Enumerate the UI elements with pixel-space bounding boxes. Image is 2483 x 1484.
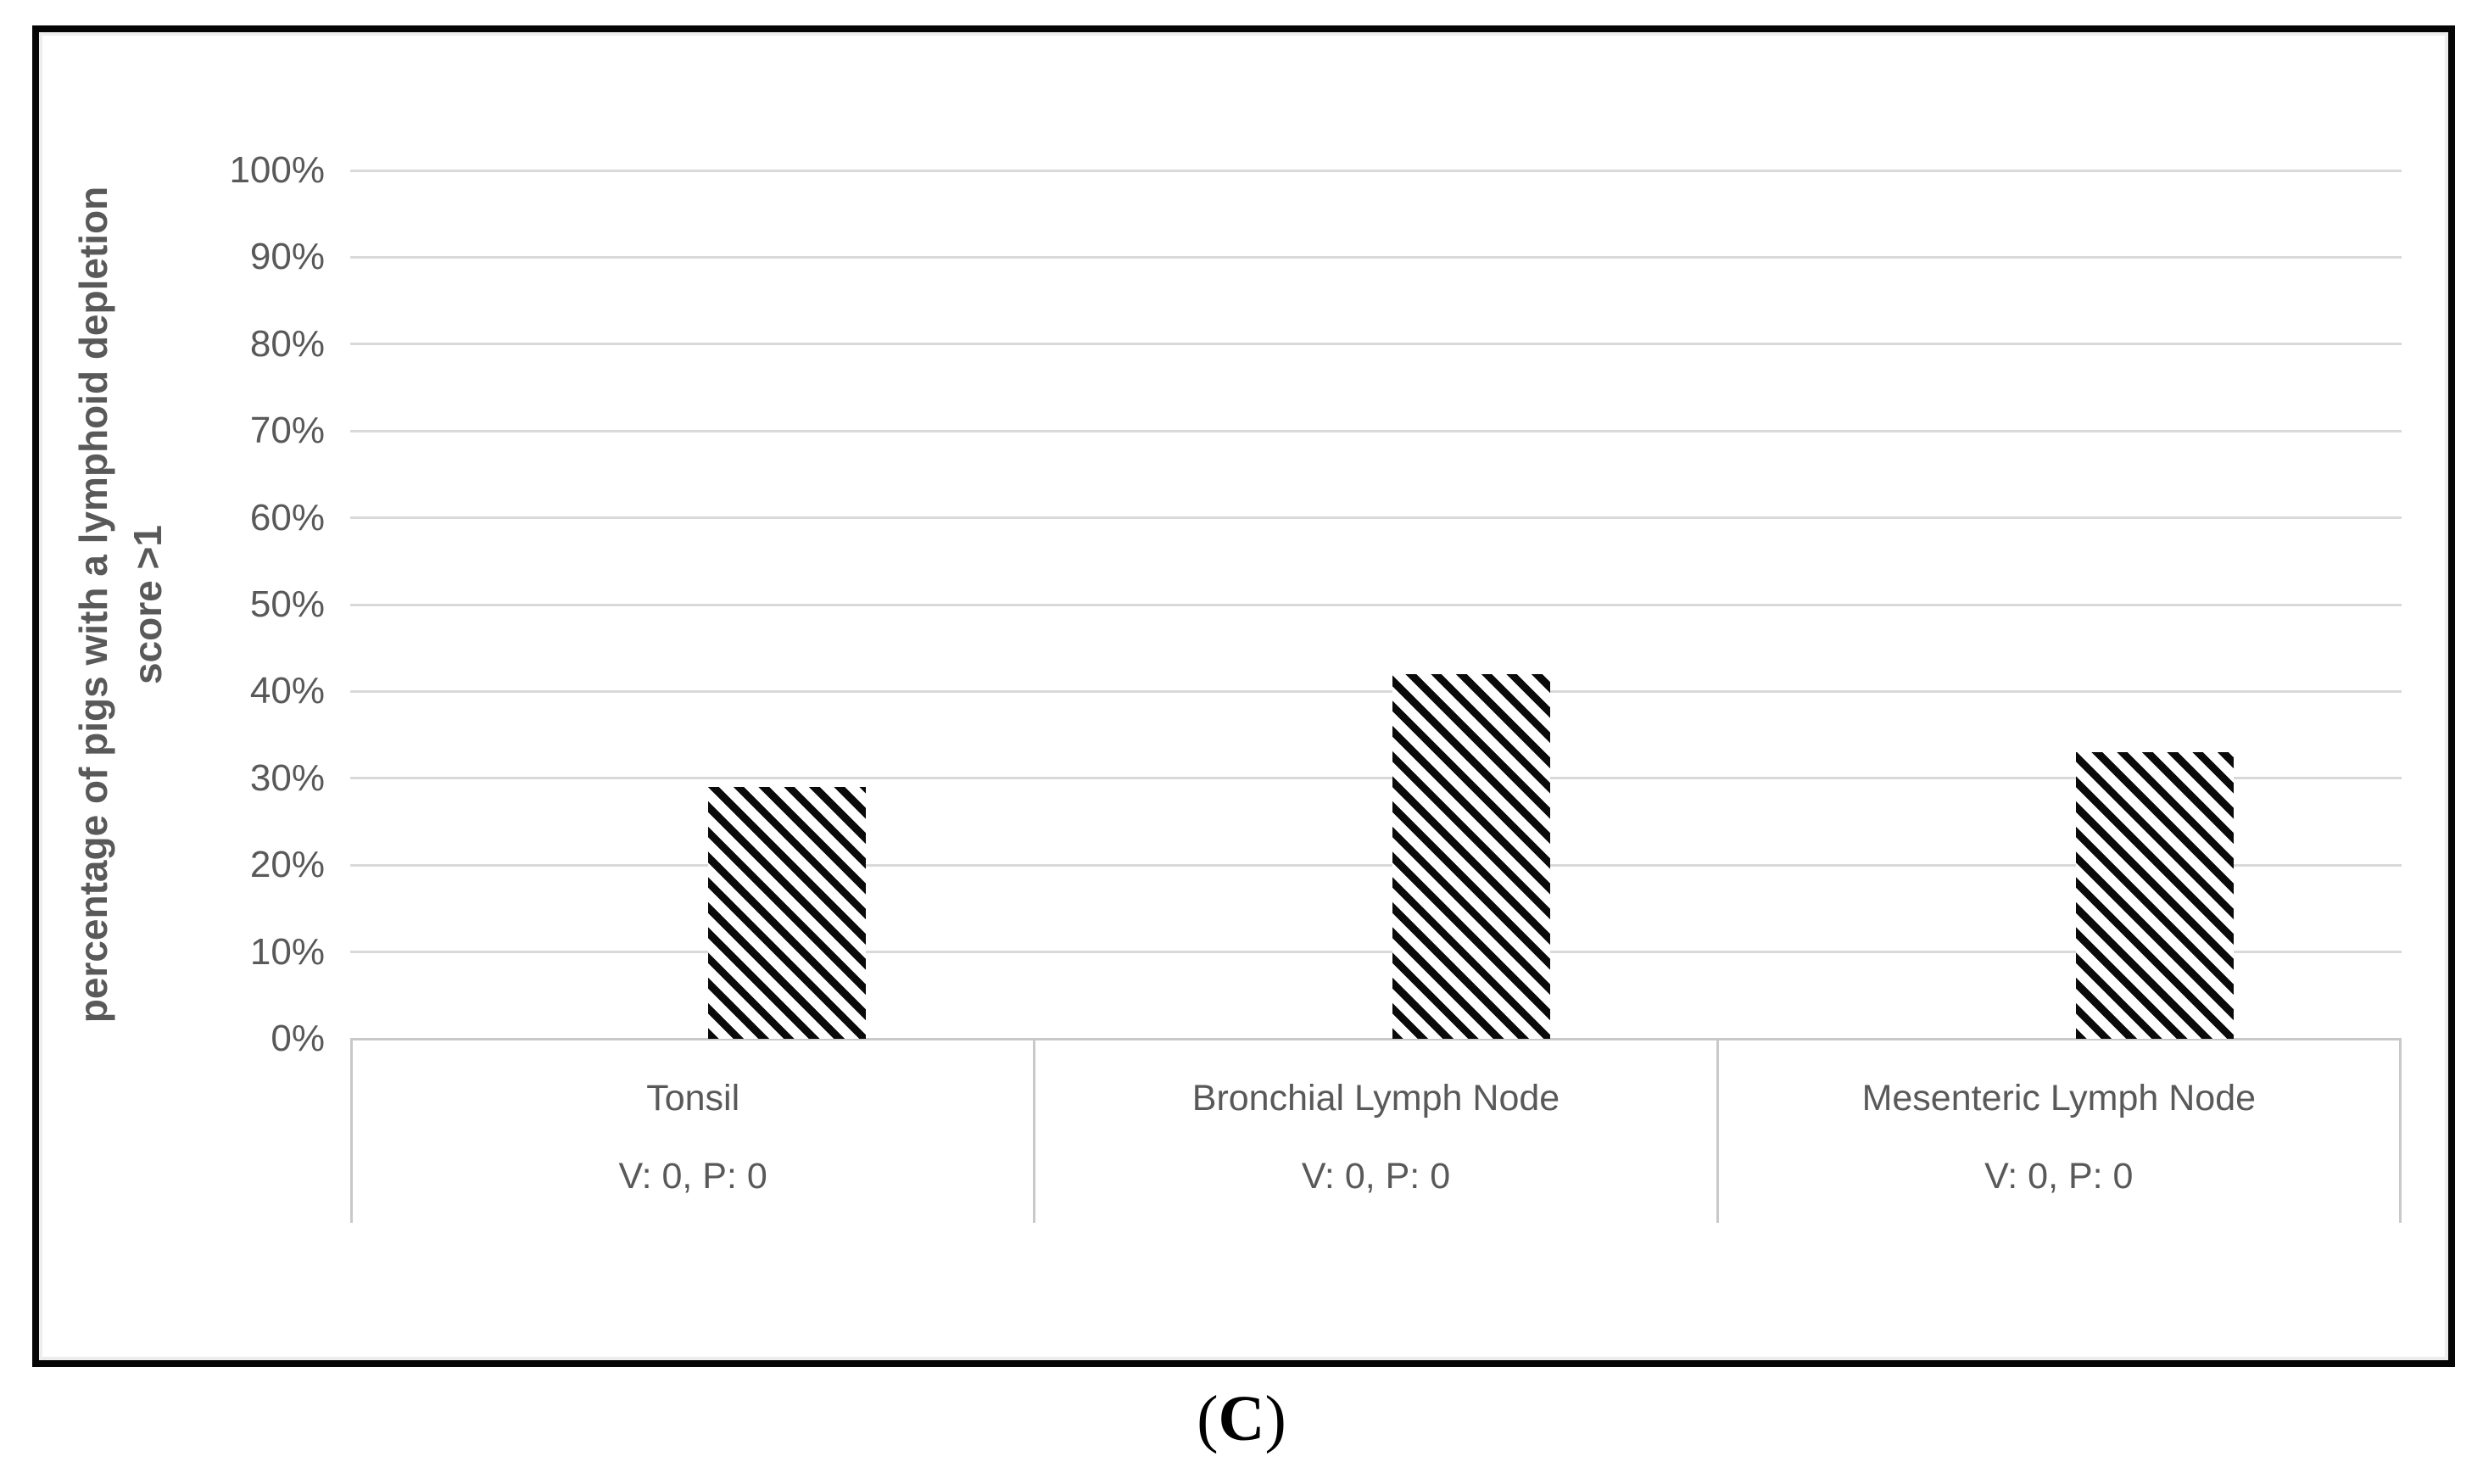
category-cell-bronchial-lymph-node: Bronchial Lymph Node V: 0, P: 0 (1035, 1039, 1719, 1223)
category-label: Tonsil (646, 1078, 740, 1119)
gridline-70 (350, 430, 2402, 432)
category-sublabel: V: 0, P: 0 (1301, 1156, 1451, 1197)
y-axis-title-line1: percentage of pigs with a lymphoid deple… (71, 186, 115, 1024)
y-tick-label-0: 0% (271, 1018, 325, 1059)
y-tick-label-50: 50% (249, 583, 325, 625)
gridline-20 (350, 864, 2402, 867)
category-label: Mesenteric Lymph Node (1861, 1078, 2257, 1119)
y-tick-label-40: 40% (249, 670, 325, 711)
gridline-30 (350, 777, 2402, 779)
y-tick-label-80: 80% (249, 323, 325, 365)
gridline-40 (350, 690, 2402, 693)
y-tick-label-30: 30% (249, 757, 325, 799)
x-axis-line (350, 1038, 2402, 1040)
y-tick-label-100: 100% (229, 149, 325, 191)
caption-close-paren: ) (1264, 1383, 1286, 1454)
caption-letter: C (1218, 1383, 1265, 1454)
y-tick-label-10: 10% (249, 931, 325, 973)
category-label-table: Tonsil V: 0, P: 0 Bronchial Lymph Node V: 0… (350, 1039, 2402, 1223)
y-tick-label-60: 60% (249, 497, 325, 538)
gridline-10 (350, 951, 2402, 953)
y-tick-label-70: 70% (249, 410, 325, 451)
gridline-90 (350, 256, 2402, 259)
category-label: Bronchial Lymph Node (1191, 1078, 1560, 1119)
y-tick-label-20: 20% (249, 844, 325, 885)
bar-mesenteric-lymph-node (2076, 752, 2234, 1039)
category-sublabel: V: 0, P: 0 (618, 1156, 767, 1197)
figure-caption: (C) (0, 1381, 2483, 1457)
y-axis-title: percentage of pigs with a lymphoid deple… (66, 187, 175, 1024)
category-cell-tonsil: Tonsil V: 0, P: 0 (353, 1039, 1036, 1223)
y-tick-label-90: 90% (249, 236, 325, 277)
gridline-50 (350, 604, 2402, 606)
gridline-100 (350, 170, 2402, 172)
gridline-60 (350, 516, 2402, 519)
caption-open-paren: ( (1197, 1383, 1219, 1454)
bar-tonsil (708, 787, 866, 1039)
figure-border (32, 25, 2455, 1367)
bar-bronchial-lymph-node (1392, 674, 1550, 1039)
y-axis-title-line2: score >1 (126, 525, 170, 684)
category-cell-mesenteric-lymph-node: Mesenteric Lymph Node V: 0, P: 0 (1719, 1039, 2402, 1223)
gridline-80 (350, 343, 2402, 345)
category-sublabel: V: 0, P: 0 (1984, 1156, 2134, 1197)
